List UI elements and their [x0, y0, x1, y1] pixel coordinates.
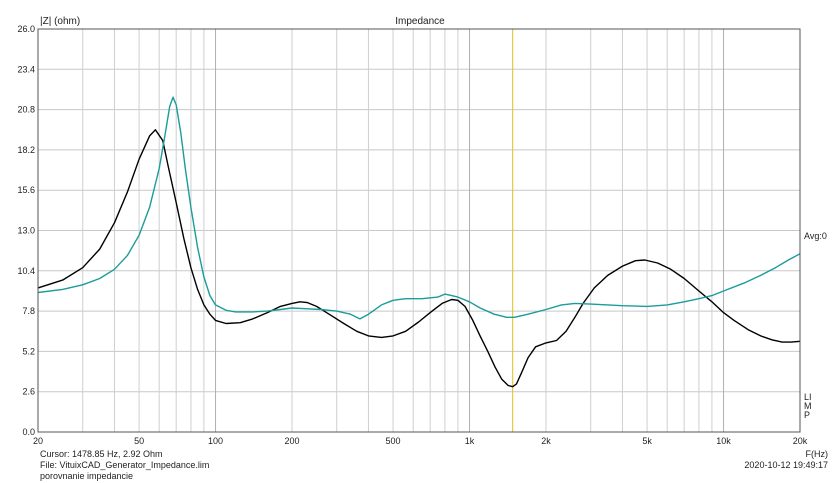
- y-tick-label: 23.4: [17, 64, 35, 74]
- limp-label: LIMP: [804, 392, 812, 420]
- y-tick-label: 26.0: [17, 24, 35, 34]
- y-tick-label: 7.8: [22, 306, 35, 316]
- x-axis-label: F(Hz): [805, 449, 829, 459]
- x-tick-label: 10k: [716, 436, 731, 446]
- x-tick-label: 200: [284, 436, 299, 446]
- plot-frame: [37, 28, 801, 433]
- x-tick-label: 1k: [465, 436, 475, 446]
- y-tick-label: 13.0: [17, 226, 35, 236]
- x-tick-label: 20: [33, 436, 43, 446]
- x-tick-label: 2k: [541, 436, 551, 446]
- x-tick-label: 5k: [642, 436, 652, 446]
- avg-label: Avg:0: [804, 231, 827, 241]
- chart-title: Impedance: [395, 16, 445, 27]
- impedance-curve-2: [37, 96, 801, 320]
- cursor-readout: Cursor: 1478.85 Hz, 2.92 Ohm: [40, 449, 163, 459]
- y-tick-label: 5.2: [22, 346, 35, 356]
- y-tick-labels: 0.0 2.6 5.2 7.8 10.4 13.0 15.6 18.2 20.8 23.4 26.0: [17, 24, 35, 437]
- y-tick-label: 15.6: [17, 185, 35, 195]
- impedance-curve-1: [37, 129, 801, 388]
- y-tick-label: 20.8: [17, 105, 35, 115]
- x-tick-label: 500: [386, 436, 401, 446]
- y-tick-label: 10.4: [17, 266, 35, 276]
- y-tick-label: 18.2: [17, 145, 35, 155]
- x-tick-labels: 20 50 100 200 500 1k 2k 5k 10k 20k: [33, 436, 808, 446]
- file-name: File: VituixCAD_Generator_Impedance.lim: [40, 460, 210, 470]
- description: porovnanie impedancie: [40, 471, 134, 481]
- y-tick-label: 0.0: [22, 427, 35, 437]
- y-axis-label: |Z| (ohm): [40, 16, 81, 27]
- x-tick-label: 20k: [793, 436, 808, 446]
- x-tick-label: 50: [134, 436, 144, 446]
- timestamp: 2020-10-12 19:49:17: [744, 460, 828, 470]
- y-tick-label: 2.6: [22, 387, 35, 397]
- impedance-curves: [37, 96, 801, 388]
- x-tick-label: 100: [208, 436, 223, 446]
- grid-lines: [37, 28, 801, 433]
